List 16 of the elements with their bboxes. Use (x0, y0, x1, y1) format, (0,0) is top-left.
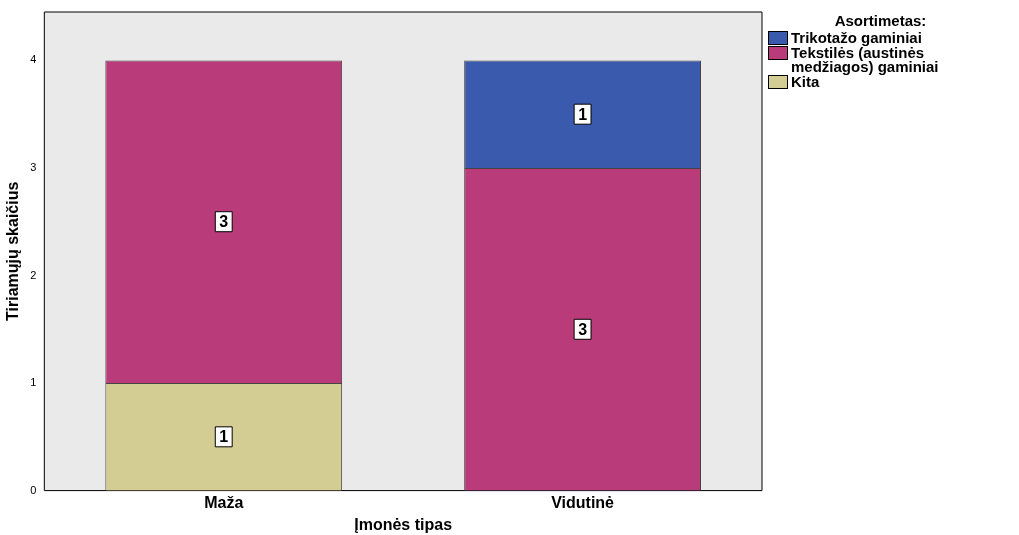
y-tick-label: 3 (30, 160, 37, 173)
x-tick-label: Vidutinė (551, 493, 615, 511)
legend-label: Kita (791, 73, 820, 90)
data-label: 1 (578, 105, 588, 123)
y-tick-label: 4 (30, 53, 37, 66)
legend-label: Trikotažo gaminiai (791, 29, 922, 46)
data-label: 3 (578, 320, 588, 338)
legend-title: Asortimetas: (833, 12, 928, 29)
y-axis-title: Tiriamųjų skaičius (4, 181, 22, 321)
data-label: 3 (219, 213, 229, 231)
data-label: 1 (219, 428, 229, 446)
y-tick-label: 1 (30, 376, 37, 389)
x-axis-title: Įmonės tipas (354, 515, 453, 533)
x-tick-label: Maža (204, 493, 244, 511)
y-tick-label: 0 (30, 483, 37, 496)
y-tick-label: 2 (30, 268, 37, 281)
